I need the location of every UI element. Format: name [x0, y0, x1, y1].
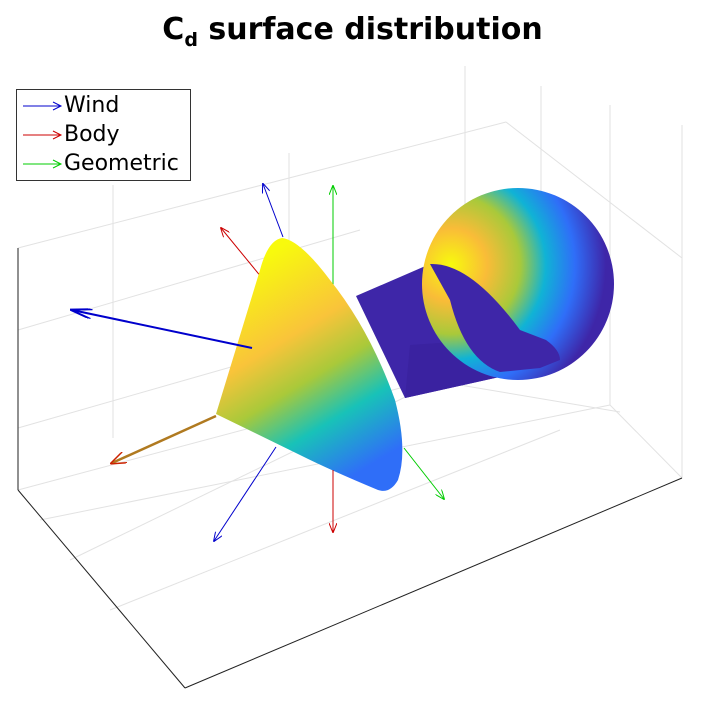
wind-axis-arrow-down: [214, 446, 277, 541]
body-arrow-icon: [23, 130, 63, 140]
legend-item-body: Body: [17, 121, 192, 149]
wind-axis-arrow-up: [263, 184, 284, 238]
legend-label-body: Body: [64, 122, 120, 147]
legend-label-geometric: Geometric: [64, 151, 179, 176]
body-axis-arrow-up: [221, 228, 263, 279]
wind-arrow-icon: [23, 101, 63, 111]
legend-item-geometric: Geometric: [17, 150, 192, 178]
geometric-arrow-icon: [23, 159, 63, 169]
body-cone: [216, 238, 403, 491]
axis-lines: [17, 248, 683, 689]
legend-label-wind: Wind: [64, 93, 120, 118]
body-vector: [112, 414, 217, 463]
legend-item-wind: Wind: [17, 92, 192, 120]
geometric-axis-arrow-down: [403, 447, 444, 499]
wind-vector: [72, 310, 253, 349]
figure-title: Cd surface distribution: [162, 12, 543, 51]
legend: Wind Body Geometric: [16, 89, 191, 181]
